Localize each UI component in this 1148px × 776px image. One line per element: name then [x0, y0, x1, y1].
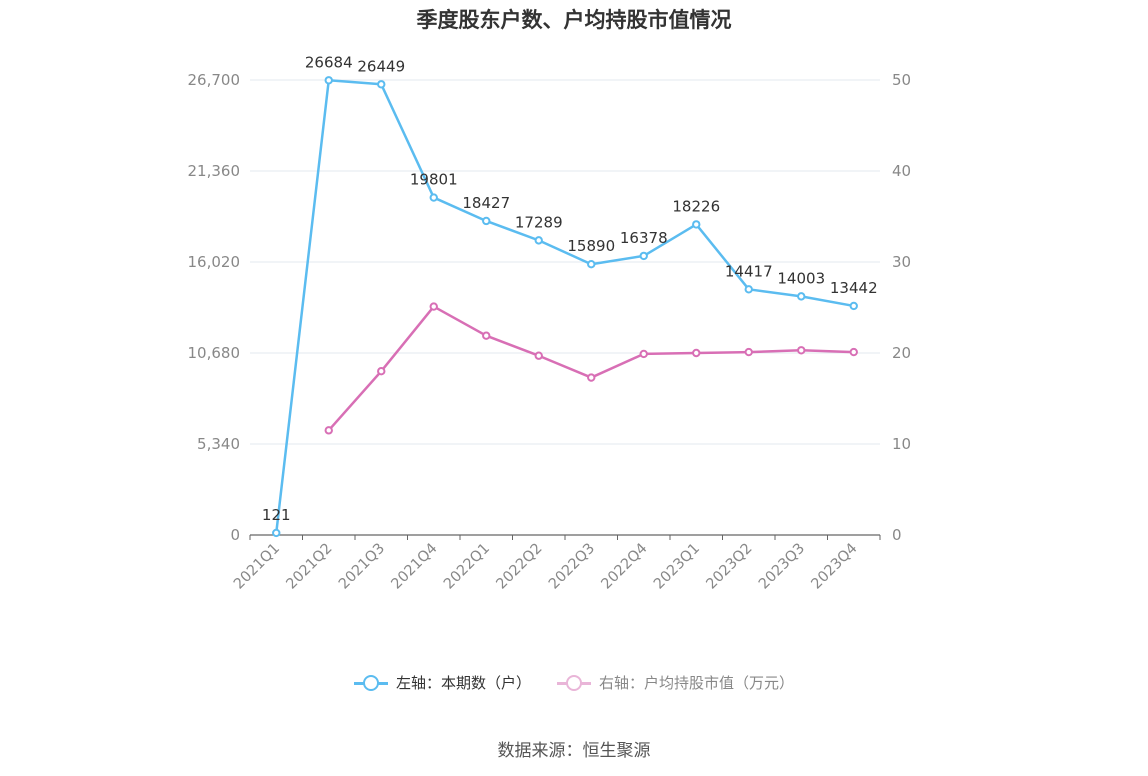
- right-tick-label: 20: [892, 344, 911, 362]
- x-tick-label: 2023Q2: [704, 541, 756, 593]
- left-tick-label: 0: [230, 526, 240, 544]
- data-label: 26684: [305, 53, 353, 71]
- data-label: 13442: [830, 279, 878, 297]
- data-point[interactable]: [849, 347, 858, 357]
- right-tick-label: 40: [892, 162, 911, 180]
- series-line-1: [327, 305, 854, 432]
- legend: 左轴：本期数（户） 右轴：户均持股市值（万元）: [0, 672, 1148, 693]
- right-tick-label: 10: [892, 435, 911, 453]
- data-point[interactable]: [692, 348, 701, 358]
- data-point[interactable]: [324, 426, 333, 435]
- data-label: 18427: [462, 194, 510, 212]
- data-point[interactable]: [429, 302, 438, 311]
- data-point[interactable]: [272, 528, 281, 538]
- x-tick-label: 2023Q1: [651, 541, 703, 593]
- x-tick-label: 2023Q3: [756, 541, 808, 593]
- x-tick-label: 2022Q4: [599, 541, 651, 593]
- data-point[interactable]: [482, 216, 491, 226]
- x-tick-label: 2021Q4: [389, 541, 441, 593]
- x-tick-label: 2022Q3: [546, 541, 598, 593]
- data-point[interactable]: [377, 367, 386, 376]
- data-point[interactable]: [587, 260, 596, 269]
- data-point[interactable]: [587, 373, 596, 382]
- data-point[interactable]: [482, 331, 491, 340]
- data-point[interactable]: [534, 351, 543, 360]
- data-point[interactable]: [797, 292, 806, 301]
- data-point[interactable]: [639, 349, 648, 359]
- grid-lines: [250, 79, 880, 445]
- legend-avg-value-label: 右轴：户均持股市值（万元）: [599, 674, 795, 692]
- data-point[interactable]: [692, 220, 701, 229]
- right-tick-label: 50: [892, 71, 911, 89]
- data-point[interactable]: [377, 80, 386, 89]
- data-point[interactable]: [744, 285, 753, 294]
- data-label: 17289: [515, 213, 563, 231]
- series-line-0: [275, 79, 854, 534]
- data-label: 121: [262, 506, 291, 524]
- x-tick-label: 2022Q1: [441, 541, 493, 593]
- x-tick-label: 2021Q1: [231, 541, 283, 593]
- data-label: 15890: [567, 237, 615, 255]
- chart-title: 季度股东户数、户均持股市值情况: [416, 8, 732, 32]
- axes: 0 5,340 10,680 16,020 21,360 26,700 0 10 20 30 40 5…: [188, 71, 912, 593]
- x-tick-label: 2023Q4: [809, 541, 861, 593]
- series: [272, 76, 858, 538]
- data-label: 14003: [777, 269, 825, 287]
- data-source: 数据来源：恒生聚源: [497, 741, 651, 761]
- data-point[interactable]: [324, 76, 333, 85]
- data-point[interactable]: [744, 347, 753, 357]
- legend-item-households[interactable]: 左轴：本期数（户）: [353, 672, 531, 693]
- right-tick-label: 0: [892, 526, 902, 544]
- data-point[interactable]: [639, 251, 648, 261]
- left-tick-label: 21,360: [188, 162, 241, 180]
- data-label: 14417: [725, 262, 773, 280]
- right-tick-label: 30: [892, 253, 911, 271]
- x-tick-label: 2021Q3: [336, 541, 388, 593]
- data-point[interactable]: [849, 301, 858, 311]
- data-label: 19801: [410, 171, 458, 189]
- left-tick-label: 16,020: [188, 253, 241, 271]
- data-label: 18226: [672, 197, 720, 215]
- data-point[interactable]: [429, 193, 438, 202]
- legend-households-icon: [353, 673, 388, 693]
- data-point[interactable]: [797, 346, 806, 355]
- data-label: 26449: [357, 57, 405, 75]
- left-tick-label: 10,680: [188, 344, 241, 362]
- left-tick-label: 26,700: [188, 71, 241, 89]
- data-point[interactable]: [534, 236, 543, 245]
- legend-households-label: 左轴：本期数（户）: [395, 674, 531, 692]
- x-tick-label: 2021Q2: [284, 541, 336, 593]
- legend-avg-value-icon: [557, 673, 591, 693]
- x-tick-label: 2022Q2: [494, 541, 546, 593]
- data-label: 16378: [620, 229, 668, 247]
- left-tick-label: 5,340: [197, 435, 240, 453]
- legend-item-avg-value[interactable]: 右轴：户均持股市值（万元）: [557, 672, 794, 693]
